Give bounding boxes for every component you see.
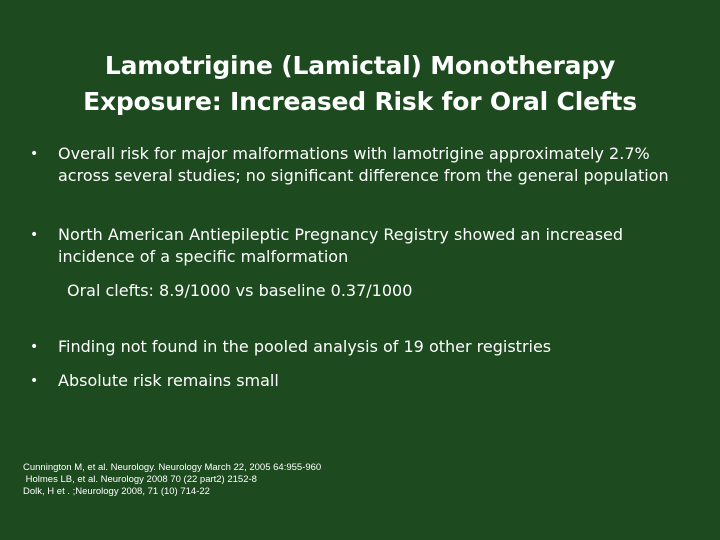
bullet-text: Finding not found in the pooled analysis…	[58, 337, 552, 356]
sub-point-oral-clefts: Oral clefts: 8.9/1000 vs baseline 0.37/1…	[67, 281, 413, 300]
bullet-text: Overall risk for major malformations wit…	[58, 144, 669, 185]
bullet-text: North American Antiepileptic Pregnancy R…	[58, 225, 624, 266]
bullet-icon: •	[30, 373, 39, 389]
bullet-item-pooled-analysis: • Finding not found in the pooled analys…	[30, 336, 700, 358]
slide-title: Lamotrigine (Lamictal) Monotherapy Expos…	[60, 48, 660, 120]
reference-item: Cunnington M, et al. Neurology. Neurolog…	[23, 462, 322, 473]
bullet-item-overall-risk: • Overall risk for major malformations w…	[30, 143, 700, 187]
bullet-text: Absolute risk remains small	[58, 371, 279, 390]
bullet-icon: •	[30, 339, 39, 355]
reference-item: Dolk, H et . ;Neurology 2008, 71 (10) 71…	[23, 486, 210, 497]
bullet-item-registry: • North American Antiepileptic Pregnancy…	[30, 224, 700, 268]
bullet-item-absolute-risk: • Absolute risk remains small	[30, 370, 700, 392]
title-line-2: Exposure: Increased Risk for Oral Clefts	[83, 87, 637, 116]
bullet-icon: •	[30, 227, 39, 243]
references: Cunnington M, et al. Neurology. Neurolog…	[23, 462, 321, 498]
title-line-1: Lamotrigine (Lamictal) Monotherapy	[104, 51, 616, 80]
reference-item: Holmes LB, et al. Neurology 2008 70 (22 …	[23, 474, 257, 485]
bullet-icon: •	[30, 146, 39, 162]
